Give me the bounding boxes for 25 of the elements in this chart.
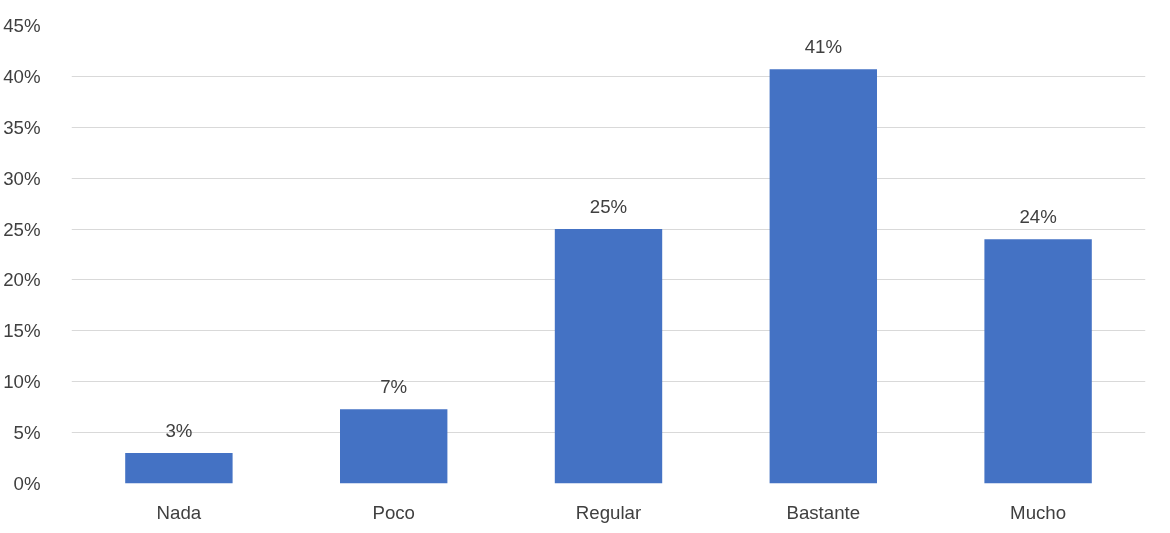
y-tick-label: 40% [3, 65, 41, 87]
bar [340, 409, 448, 484]
y-tick-label: 45% [3, 15, 41, 36]
y-tick-label: 0% [13, 473, 41, 494]
data-label: 25% [589, 196, 628, 218]
y-tick-label: 30% [3, 167, 41, 189]
x-tick-label: Regular [575, 501, 642, 523]
bar [984, 239, 1092, 484]
x-tick-label: Mucho [1010, 501, 1067, 523]
x-tick-label: Poco [372, 501, 415, 523]
bar [554, 229, 663, 484]
y-tick-label: 5% [13, 422, 41, 444]
y-tick-label: 15% [3, 320, 41, 342]
y-tick-label: 25% [3, 218, 41, 240]
data-label: 24% [1019, 206, 1057, 228]
data-label: 7% [380, 376, 408, 398]
y-tick-label: 35% [3, 116, 41, 138]
bar [125, 452, 233, 484]
bar [769, 69, 877, 484]
x-tick-label: Nada [156, 501, 202, 523]
data-label: 3% [165, 419, 193, 441]
y-tick-label: 10% [3, 371, 41, 393]
y-tick-label: 20% [3, 269, 41, 291]
x-tick-label: Bastante [786, 501, 861, 523]
data-label: 41% [804, 36, 842, 58]
